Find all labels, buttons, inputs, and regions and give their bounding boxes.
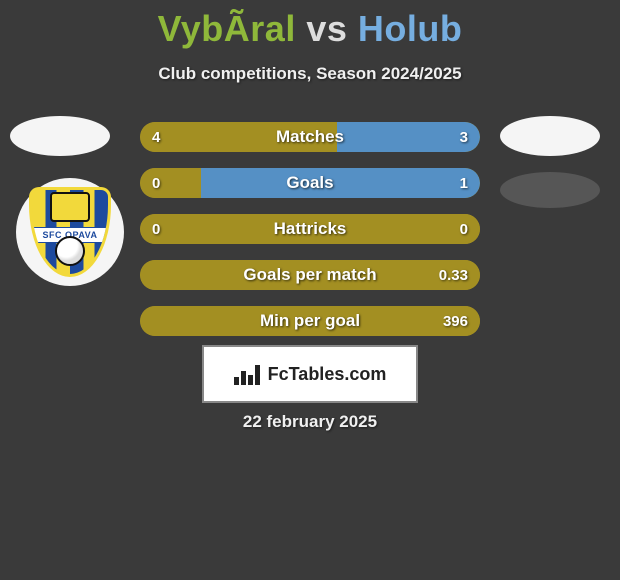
player1-name: VybÃ­ral (158, 8, 296, 49)
stat-row: 00Hattricks (140, 214, 480, 244)
stat-row: 01Goals (140, 168, 480, 198)
brand-box: FcTables.com (202, 345, 418, 403)
stat-label: Hattricks (140, 214, 480, 244)
vs-text: vs (306, 8, 347, 49)
stat-row: 396Min per goal (140, 306, 480, 336)
player1-avatar (10, 116, 110, 156)
stat-row: 0.33Goals per match (140, 260, 480, 290)
player2-club-avatar (500, 172, 600, 208)
player2-avatar (500, 116, 600, 156)
stat-label: Goals (140, 168, 480, 198)
subtitle: Club competitions, Season 2024/2025 (0, 64, 620, 84)
comparison-title: VybÃ­ral vs Holub (0, 0, 620, 50)
stat-label: Matches (140, 122, 480, 152)
player2-name: Holub (358, 8, 462, 49)
brand-text: FcTables.com (268, 364, 387, 385)
player1-club-badge: SFC OPAVA (16, 178, 124, 286)
stat-label: Min per goal (140, 306, 480, 336)
stat-label: Goals per match (140, 260, 480, 290)
date-text: 22 february 2025 (0, 412, 620, 432)
stat-row: 43Matches (140, 122, 480, 152)
brand-chart-icon (234, 363, 262, 385)
stats-bars: 43Matches 01Goals 00Hattricks 0.33Goals per… (140, 122, 480, 352)
